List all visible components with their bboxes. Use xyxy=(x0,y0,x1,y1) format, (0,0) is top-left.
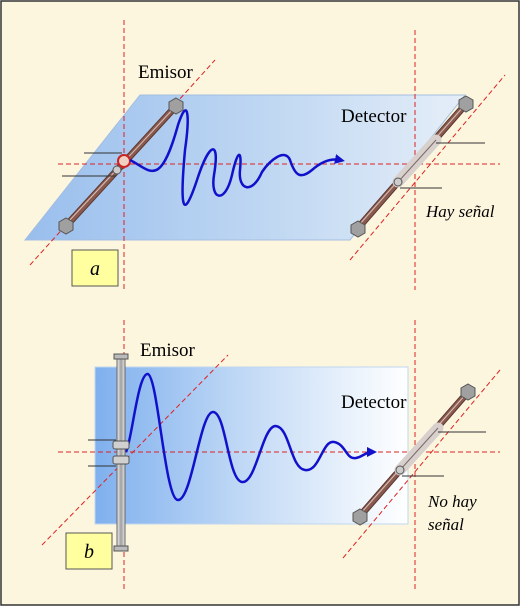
panel-letter-b: b xyxy=(84,541,94,563)
panel-b: Emisor Detector No hay señal b xyxy=(41,320,501,590)
guide-diagonal-detector-a xyxy=(349,74,506,261)
emitter-antenna-a xyxy=(58,97,184,235)
detector-label-a: Detector xyxy=(341,106,407,127)
detector-antenna-b xyxy=(352,383,486,526)
radiated-wave-a xyxy=(129,109,345,206)
result-label-b-line2: señal xyxy=(428,515,464,534)
horizontal-plane-a xyxy=(23,94,467,241)
detector-label-b: Detector xyxy=(341,392,407,413)
panel-letter-box-a xyxy=(71,249,119,287)
guide-diagonal-detector-b xyxy=(342,369,501,559)
emitter-label-a: Emisor xyxy=(138,62,194,83)
guide-diagonal-emitter-b xyxy=(41,354,229,546)
vertical-plane-b xyxy=(94,366,409,525)
panel-letter-box-b xyxy=(65,532,113,570)
result-label-b-line1: No hay xyxy=(427,492,477,511)
panel-letter-a: a xyxy=(90,258,100,280)
emitter-label-b: Emisor xyxy=(140,340,196,361)
panel-a: Emisor Detector Hay señal a xyxy=(23,20,506,290)
detector-antenna-a xyxy=(350,95,485,238)
emitter-antenna-b xyxy=(88,353,130,552)
result-label-a: Hay señal xyxy=(425,202,495,221)
radiated-wave-b xyxy=(124,372,377,502)
